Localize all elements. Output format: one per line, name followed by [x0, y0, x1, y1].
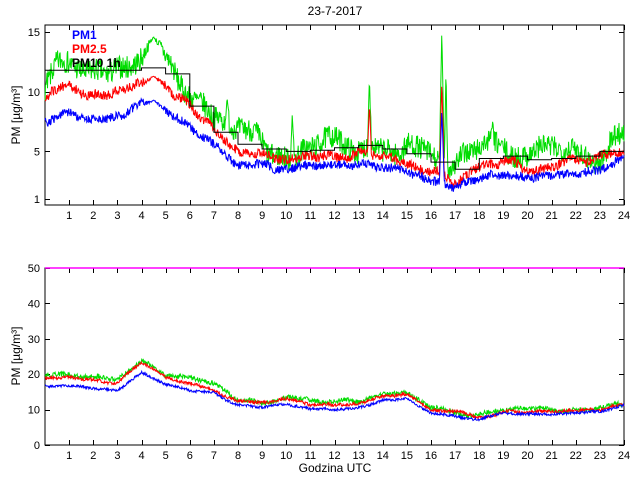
- x-tick-label: 20: [521, 450, 533, 462]
- series-pm10: [44, 35, 625, 178]
- x-tick-label: 1: [66, 210, 72, 222]
- x-tick-label: 7: [211, 210, 217, 222]
- x-tick-label: 12: [328, 450, 340, 462]
- y-tick-label: 10: [28, 87, 40, 99]
- axes-box: [44, 24, 625, 206]
- legend-item-pm2-5: PM2.5: [72, 42, 107, 56]
- x-tick-label: 2: [90, 450, 96, 462]
- x-tick-label: 4: [138, 450, 144, 462]
- legend-item-pm10-1h: PM10 1h: [72, 56, 121, 70]
- series-pm2-5: [44, 75, 625, 189]
- x-tick-label: 1: [66, 450, 72, 462]
- x-tick-label: 22: [570, 210, 582, 222]
- x-tick-label: 5: [163, 450, 169, 462]
- x-tick-label: 15: [401, 210, 413, 222]
- x-tick-label: 6: [187, 450, 193, 462]
- x-tick-label: 3: [114, 450, 120, 462]
- x-tick-label: 4: [138, 210, 144, 222]
- x-tick-label: 5: [163, 210, 169, 222]
- x-tick-label: 19: [497, 450, 509, 462]
- y-tick-label: 10: [28, 405, 40, 417]
- x-tick-label: 14: [377, 210, 389, 222]
- x-tick-label: 23: [594, 210, 606, 222]
- x-tick-label: 7: [211, 450, 217, 462]
- x-tick-label: 16: [425, 450, 437, 462]
- x-tick-label: 8: [235, 450, 241, 462]
- x-tick-label: 21: [546, 210, 558, 222]
- x-tick-label: 12: [328, 210, 340, 222]
- x-tick-label: 13: [353, 210, 365, 222]
- y-tick-label: 5: [34, 146, 40, 158]
- x-tick-label: 17: [449, 450, 461, 462]
- x-tick-label: 21: [546, 450, 558, 462]
- x-tick-label: 8: [235, 210, 241, 222]
- y-tick-label: 40: [28, 298, 40, 310]
- x-tick-label: 3: [114, 210, 120, 222]
- x-tick-label: 10: [280, 210, 292, 222]
- x-tick-label: 11: [305, 210, 316, 222]
- y-tick-label: 30: [28, 334, 40, 346]
- x-tick-label: 17: [449, 210, 461, 222]
- x-tick-label: 23: [594, 450, 606, 462]
- y-tick-label: 15: [28, 27, 40, 39]
- x-tick-label: 24: [618, 210, 630, 222]
- x-tick-label: 22: [570, 450, 582, 462]
- x-tick-label: 20: [521, 210, 533, 222]
- x-tick-label: 18: [473, 210, 485, 222]
- axes-box: [44, 267, 625, 446]
- y-tick-label: 1: [34, 194, 40, 206]
- y-tick-label: 20: [28, 369, 40, 381]
- x-axis-label: Godzina UTC: [298, 461, 372, 475]
- x-tick-label: 9: [259, 450, 265, 462]
- x-tick-label: 6: [187, 210, 193, 222]
- x-tick-label: 19: [497, 210, 509, 222]
- chart-title: 23-7-2017: [307, 4, 363, 18]
- y-tick-label: 0: [34, 440, 40, 452]
- y-tick-label: 50: [28, 263, 40, 275]
- x-tick-label: 9: [259, 210, 265, 222]
- top-y-axis-label: PM [µg/m³]: [9, 85, 23, 145]
- x-tick-label: 18: [473, 450, 485, 462]
- x-tick-label: 13: [353, 450, 365, 462]
- x-tick-label: 14: [377, 450, 389, 462]
- series-pm10-1h: [45, 67, 624, 170]
- x-tick-label: 16: [425, 210, 437, 222]
- legend: PM1 PM2.5 PM10 1h: [72, 28, 121, 70]
- x-tick-label: 24: [618, 450, 630, 462]
- series-pm1: [44, 369, 625, 422]
- bottom-y-axis-label: PM [µg/m³]: [9, 326, 23, 386]
- x-tick-label: 10: [280, 450, 292, 462]
- legend-item-pm1: PM1: [72, 28, 97, 42]
- x-tick-label: 11: [305, 450, 316, 462]
- series-pm10: [44, 357, 625, 419]
- x-tick-label: 15: [401, 450, 413, 462]
- x-tick-label: 2: [90, 210, 96, 222]
- series-pm1: [44, 97, 625, 192]
